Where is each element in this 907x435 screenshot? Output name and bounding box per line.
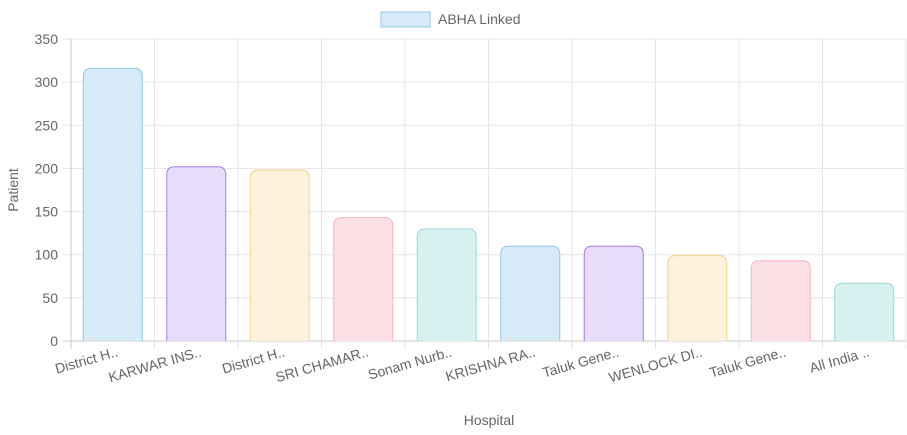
legend[interactable]: ABHA Linked <box>380 11 521 28</box>
bars <box>82 67 895 341</box>
y-axis-title: Patient <box>5 168 21 212</box>
bar[interactable] <box>583 245 644 341</box>
y-tick-label: 0 <box>50 333 58 349</box>
y-tick-label: 150 <box>35 204 59 220</box>
y-tick-label: 250 <box>35 117 59 133</box>
x-tick-label: Taluk Gene.. <box>708 344 788 381</box>
bar[interactable] <box>834 282 895 341</box>
bar[interactable] <box>750 260 811 341</box>
bar[interactable] <box>82 67 143 341</box>
bar[interactable] <box>500 245 561 341</box>
x-tick-label: KRISHNA RA.. <box>444 344 537 385</box>
bar[interactable] <box>166 166 227 341</box>
legend-swatch[interactable] <box>380 11 431 28</box>
x-tick-label: Sonam Nurb.. <box>366 344 453 383</box>
y-tick-label: 300 <box>35 74 59 90</box>
x-tick-label: All India .. <box>808 344 872 376</box>
y-tick-label: 100 <box>35 247 59 263</box>
x-axis-title: Hospital <box>464 412 515 428</box>
x-tick-label: KARWAR INS.. <box>107 344 203 386</box>
x-tick-label: SRI CHAMAR.. <box>274 344 370 386</box>
y-tick-label: 50 <box>42 290 58 306</box>
bar[interactable] <box>416 228 477 341</box>
x-tick-label: WENLOCK DI.. <box>607 344 704 386</box>
x-axis-ticks: District H..KARWAR INS.. District H..SRI … <box>53 344 871 386</box>
bar[interactable] <box>333 217 394 341</box>
bar[interactable] <box>667 255 728 341</box>
y-tick-label: 200 <box>35 160 59 176</box>
grid-lines <box>63 38 907 349</box>
y-axis-ticks: 0 50 100 150 200 250 300 350 <box>35 31 59 349</box>
y-tick-label: 350 <box>35 31 59 47</box>
bar[interactable] <box>249 169 310 341</box>
legend-label[interactable]: ABHA Linked <box>438 11 521 27</box>
